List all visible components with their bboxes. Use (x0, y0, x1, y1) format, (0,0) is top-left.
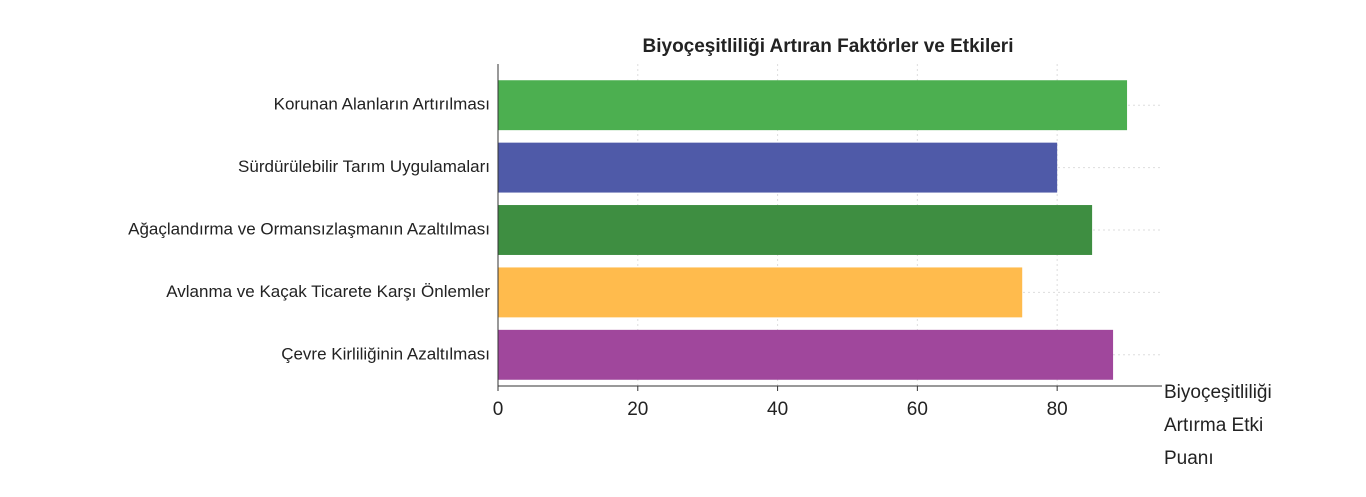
x-tick-label: 80 (1047, 399, 1068, 420)
bar (498, 329, 1114, 380)
y-tick-label: Sürdürülebilir Tarım Uygulamaları (238, 157, 490, 176)
bar (498, 142, 1058, 193)
x-tick-label: 0 (493, 399, 504, 420)
bar (498, 205, 1093, 255)
bar (498, 267, 1023, 318)
chart-title: Biyoçeşitliliği Artıran Faktörler ve Etk… (643, 36, 1014, 57)
y-tick-label: Avlanma ve Kaçak Ticarete Karşı Önlemler (166, 282, 490, 301)
x-tick-label: 40 (767, 399, 788, 420)
y-tick-label: Ağaçlandırma ve Ormansızlaşmanın Azaltıl… (128, 219, 490, 238)
bar (498, 80, 1128, 131)
x-tick-label: 20 (627, 399, 648, 420)
x-axis-label: Biyoçeşitliliği Artırma Etki Puanı (1164, 382, 1272, 469)
y-tick-label: Çevre Kirliliğinin Azaltılması (281, 344, 490, 363)
x-tick-label: 60 (907, 399, 928, 420)
y-tick-label: Korunan Alanların Artırılması (274, 95, 490, 114)
